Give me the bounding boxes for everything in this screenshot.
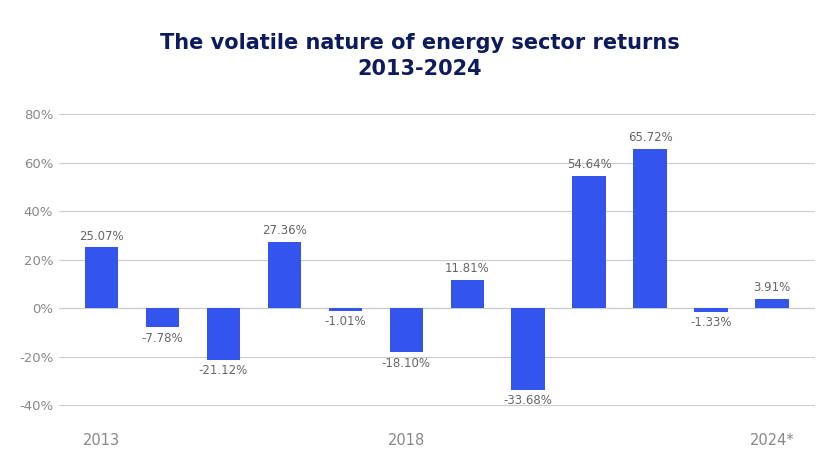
Text: 11.81%: 11.81% — [445, 262, 490, 275]
Text: -18.10%: -18.10% — [382, 356, 431, 370]
Bar — [755, 299, 789, 308]
Text: 2013-2024: 2013-2024 — [358, 59, 482, 79]
Bar — [268, 242, 302, 308]
Bar — [572, 176, 606, 308]
Text: -1.33%: -1.33% — [690, 316, 732, 329]
Text: 25.07%: 25.07% — [79, 230, 123, 243]
Text: 3.91%: 3.91% — [753, 281, 790, 295]
Text: 27.36%: 27.36% — [262, 225, 307, 237]
Text: -7.78%: -7.78% — [142, 331, 183, 345]
Text: The volatile nature of energy sector returns: The volatile nature of energy sector ret… — [160, 33, 680, 53]
Bar — [85, 247, 118, 308]
Bar — [145, 308, 179, 327]
Bar — [390, 308, 423, 352]
Text: 65.72%: 65.72% — [627, 131, 673, 144]
Bar — [695, 308, 728, 312]
Text: -33.68%: -33.68% — [504, 395, 553, 407]
Text: -21.12%: -21.12% — [199, 364, 248, 377]
Bar — [450, 279, 484, 308]
Bar — [512, 308, 545, 390]
Text: 54.64%: 54.64% — [567, 158, 612, 171]
Bar — [633, 149, 667, 308]
Bar — [328, 308, 362, 311]
Text: -1.01%: -1.01% — [324, 315, 366, 328]
Bar — [207, 308, 240, 360]
